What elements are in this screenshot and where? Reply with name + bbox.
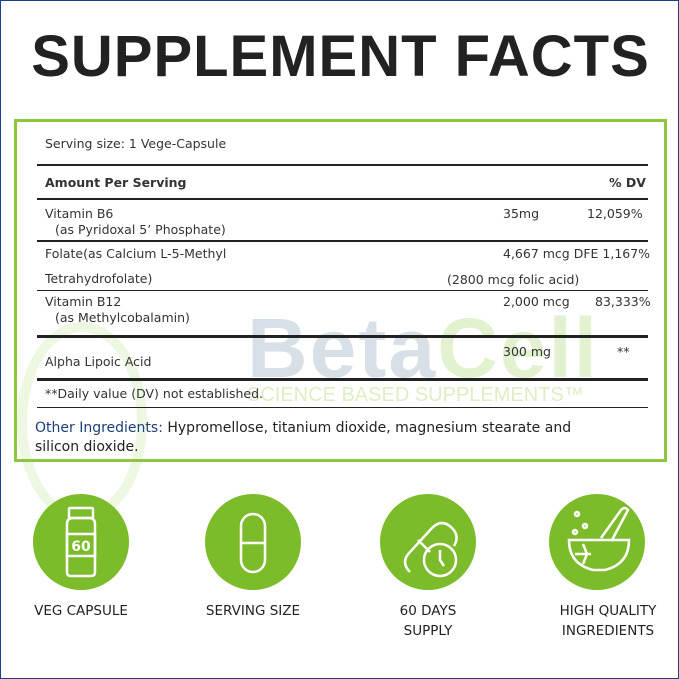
bottle-icon: 60 <box>33 494 129 590</box>
feature-label: SERVING SIZE <box>205 603 301 619</box>
amount-header: Amount Per Serving <box>45 175 187 190</box>
feature-label: 60 DAYS SUPPLY <box>399 603 457 639</box>
page-title: SUPPLEMENT FACTS <box>31 24 650 89</box>
divider <box>37 164 648 166</box>
dv-note: **Daily value (DV) not established. <box>45 386 264 401</box>
other-ingredients: Other Ingredients: Hypromellose, titaniu… <box>35 420 572 455</box>
supplement-facts-panel: BetaCell SCIENCE BASED SUPPLEMENTS™ Serv… <box>14 119 667 522</box>
mortar-pestle-icon <box>549 494 645 590</box>
divider <box>37 290 648 291</box>
divider <box>37 198 648 200</box>
watermark-tagline: SCIENCE BASED SUPPLEMENTS™ <box>247 384 584 406</box>
divider <box>37 335 648 338</box>
feature-label: VEG CAPSULE <box>34 603 128 619</box>
capsule-icon <box>205 494 301 590</box>
serving-size: Serving size: 1 Vege-Capsule <box>45 136 227 151</box>
svg-text:60: 60 <box>71 539 91 555</box>
divider <box>37 240 648 242</box>
feature-label: HIGH QUALITY INGREDIENTS <box>559 603 657 639</box>
divider <box>37 407 648 408</box>
capsule-clock-icon <box>380 494 476 590</box>
dv-header: % DV <box>609 175 646 190</box>
divider <box>37 378 648 381</box>
